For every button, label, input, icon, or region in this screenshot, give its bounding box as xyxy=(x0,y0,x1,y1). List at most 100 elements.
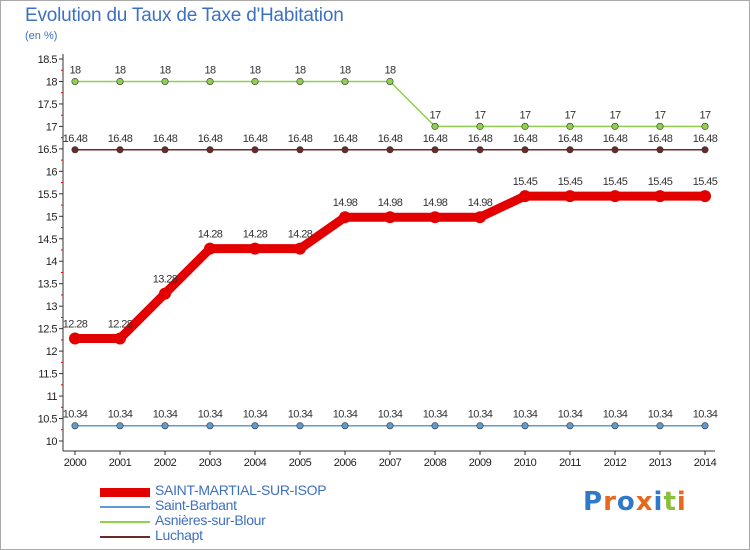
data-point xyxy=(611,146,619,154)
data-point xyxy=(476,122,484,130)
data-label: 10.34 xyxy=(468,409,493,421)
y-tick-label: 13.5 xyxy=(38,279,58,291)
data-point xyxy=(521,122,529,130)
x-tick-label: 2006 xyxy=(334,457,357,469)
legend-swatch xyxy=(100,487,150,497)
y-tick-label: 11.5 xyxy=(38,369,57,381)
data-label: 16.48 xyxy=(198,133,223,145)
data-label: 10.34 xyxy=(63,409,88,421)
data-label: 16.48 xyxy=(108,133,133,145)
legend-label: Asnières-sur-Blour xyxy=(155,512,266,528)
y-tick-label: 18.5 xyxy=(38,54,58,66)
data-label: 15.45 xyxy=(603,176,628,188)
data-label: 16.48 xyxy=(243,133,268,145)
data-label: 10.34 xyxy=(603,409,628,421)
data-point xyxy=(339,211,351,224)
data-label: 14.98 xyxy=(378,197,403,209)
y-tick-label: 15.5 xyxy=(38,189,58,201)
data-point xyxy=(116,422,124,430)
data-point xyxy=(69,332,81,345)
data-label: 17 xyxy=(609,109,621,121)
data-point xyxy=(206,77,214,85)
data-point xyxy=(204,242,216,255)
data-point xyxy=(159,287,171,300)
data-label: 15.45 xyxy=(513,176,538,188)
y-tick-label: 18 xyxy=(46,76,58,88)
data-point xyxy=(429,211,441,224)
series-layer xyxy=(69,77,711,430)
legend-label: Luchapt xyxy=(155,527,203,543)
logo-letter: i xyxy=(653,487,664,517)
data-label: 10.34 xyxy=(558,409,583,421)
logo-letter: o xyxy=(616,487,636,517)
data-point xyxy=(206,422,214,430)
data-point xyxy=(161,146,169,154)
data-label: 18 xyxy=(159,64,171,76)
logo-letter: t xyxy=(663,487,677,517)
data-label: 14.98 xyxy=(423,197,448,209)
data-point xyxy=(656,422,664,430)
data-point xyxy=(431,422,439,430)
data-label: 18 xyxy=(294,64,306,76)
data-point xyxy=(431,122,439,130)
data-point xyxy=(386,77,394,85)
chart-title: Evolution du Taux de Taxe d'Habitation xyxy=(25,5,344,26)
data-label: 16.48 xyxy=(63,133,88,145)
data-point xyxy=(611,122,619,130)
y-tick-label: 14 xyxy=(46,256,58,268)
data-label: 10.34 xyxy=(648,409,673,421)
legend-swatch xyxy=(100,506,150,508)
data-labels-layer: 10.34 10.34 10.34 10.34 10.34 10.34 10.34 10.34… xyxy=(63,64,719,421)
x-tick-label: 2012 xyxy=(604,457,627,469)
data-label: 16.48 xyxy=(648,133,673,145)
data-point xyxy=(386,422,394,430)
logo-letter: i xyxy=(676,487,687,517)
x-tick-label: 2008 xyxy=(424,457,447,469)
data-point xyxy=(476,146,484,154)
data-point xyxy=(566,422,574,430)
x-tick-label: 2007 xyxy=(379,457,402,469)
data-label: 15.45 xyxy=(558,176,583,188)
data-label: 14.28 xyxy=(243,229,268,241)
data-label: 10.34 xyxy=(288,409,313,421)
data-point xyxy=(474,211,486,224)
proxiti-logo: Proxiti xyxy=(583,487,687,517)
legend-label: Saint-Barbant xyxy=(155,497,237,513)
data-point xyxy=(251,77,259,85)
data-label: 18 xyxy=(114,64,126,76)
data-point xyxy=(384,211,396,224)
y-tick-label: 12 xyxy=(46,346,58,358)
data-label: 17 xyxy=(474,109,486,121)
data-point xyxy=(161,422,169,430)
y-tick-label: 13 xyxy=(46,301,58,313)
legend-label: SAINT-MARTIAL-SUR-ISOP xyxy=(155,482,327,498)
data-label: 18 xyxy=(339,64,351,76)
x-tick-label: 2013 xyxy=(649,457,672,469)
data-label: 14.98 xyxy=(468,197,493,209)
data-label: 16.48 xyxy=(603,133,628,145)
y-tick-label: 14.5 xyxy=(38,234,58,246)
data-label: 14.28 xyxy=(288,229,313,241)
data-point xyxy=(611,422,619,430)
y-tick-label: 12.5 xyxy=(38,324,58,336)
data-label: 16.48 xyxy=(513,133,538,145)
x-tick-label: 2014 xyxy=(694,457,717,469)
x-tick-label: 2011 xyxy=(559,457,581,469)
data-label: 10.34 xyxy=(378,409,403,421)
x-tick-label: 2004 xyxy=(244,457,267,469)
data-label: 17 xyxy=(654,109,666,121)
data-point xyxy=(656,122,664,130)
data-point xyxy=(71,422,79,430)
data-point xyxy=(701,122,709,130)
data-label: 16.48 xyxy=(378,133,403,145)
data-label: 16.48 xyxy=(693,133,718,145)
data-label: 16.48 xyxy=(288,133,313,145)
data-label: 15.45 xyxy=(693,176,718,188)
data-label: 16.48 xyxy=(333,133,358,145)
y-tick-label: 11 xyxy=(47,391,58,403)
data-point xyxy=(521,146,529,154)
data-point xyxy=(71,77,79,85)
data-point xyxy=(341,77,349,85)
